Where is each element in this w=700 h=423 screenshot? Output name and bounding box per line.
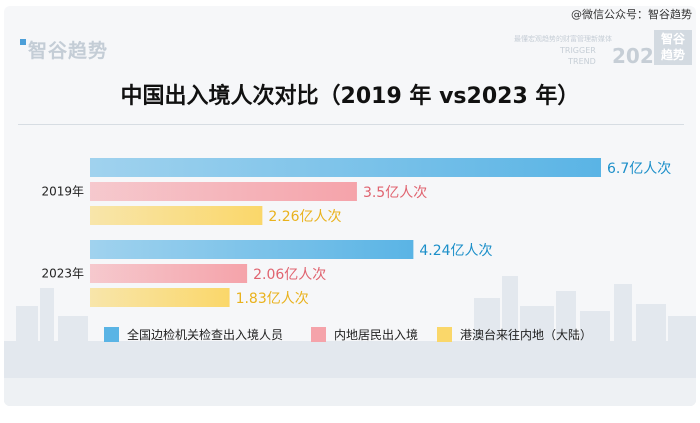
legend-item-border-control: 全国边检机关检查出入境人员 bbox=[104, 326, 283, 342]
data-label-mainland-residents-2023: 2.06亿人次 bbox=[253, 267, 326, 283]
tagline-text: 最懂宏观趋势的财富管理新媒体 bbox=[514, 35, 612, 43]
data-label-hk-macao-taiwan-2019: 2.26亿人次 bbox=[268, 209, 341, 225]
brand-logo: 智谷趋势 bbox=[20, 36, 108, 63]
chart-title: 中国出入境人次对比（2019 年 vs2023 年） bbox=[120, 84, 580, 109]
trigger-line: TRIGGER bbox=[560, 46, 596, 55]
category-label-2019: 2019年 bbox=[41, 185, 84, 199]
brand-name: 智谷趋势 bbox=[28, 40, 109, 62]
legend-item-hk-macao-taiwan: 港澳台来往内地（大陆） bbox=[437, 326, 592, 342]
legend-item-mainland-residents: 内地居民出入境 bbox=[311, 326, 418, 342]
bar-mainland-residents-2019 bbox=[90, 182, 357, 201]
data-label-border-control-2023: 4.24亿人次 bbox=[419, 243, 492, 259]
corner-logo-badge: 智谷 趋势 bbox=[654, 30, 692, 65]
corner-line-2: 趋势 bbox=[660, 48, 685, 62]
bar-hk-macao-taiwan-2019 bbox=[90, 206, 263, 225]
category-label-2023: 2023年 bbox=[41, 267, 84, 281]
legend-swatch-mainland-residents bbox=[311, 327, 326, 342]
corner-line-1: 智谷 bbox=[660, 32, 685, 46]
bar-border-control-2023 bbox=[90, 240, 414, 259]
title-divider bbox=[18, 124, 684, 125]
bar-border-control-2019 bbox=[90, 158, 601, 177]
legend-swatch-border-control bbox=[104, 327, 119, 342]
data-label-border-control-2019: 6.7亿人次 bbox=[607, 161, 671, 177]
trend-line: TREND bbox=[568, 57, 596, 66]
data-label-mainland-residents-2019: 3.5亿人次 bbox=[363, 185, 427, 201]
legend-label: 港澳台来往内地（大陆） bbox=[460, 328, 593, 342]
legend-label: 全国边检机关检查出入境人员 bbox=[127, 328, 284, 342]
watermark-text: @微信公众号：智谷趋势 bbox=[571, 8, 692, 21]
legend-swatch-hk-macao-taiwan bbox=[437, 327, 452, 342]
brand-mark-icon bbox=[20, 39, 26, 45]
legend-label: 内地居民出入境 bbox=[334, 328, 419, 342]
trigger-trend-text: TRIGGER TREND bbox=[560, 45, 596, 67]
bar-hk-macao-taiwan-2023 bbox=[90, 288, 230, 307]
skyline-background bbox=[4, 276, 696, 406]
bar-mainland-residents-2023 bbox=[90, 264, 248, 283]
data-label-hk-macao-taiwan-2023: 1.83亿人次 bbox=[236, 291, 309, 307]
